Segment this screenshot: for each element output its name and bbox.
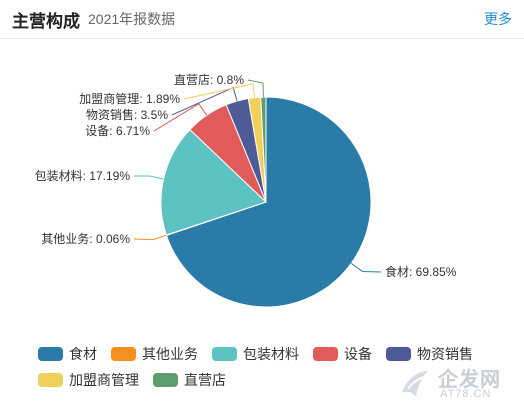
legend-label: 食材 [69,346,97,362]
legend-label: 设备 [344,346,372,362]
legend-swatch [38,373,63,387]
panel-subtitle: 2021年报数据 [88,11,176,27]
watermark: 企发网 AT78.CN [396,363,516,405]
leader-line-2 [134,175,164,180]
watermark-brand: 企发网 [438,369,501,391]
panel-title: 主营构成 [12,12,80,31]
slice-label-4: 物资销售: 3.5% [86,107,168,122]
pie-slice-2[interactable] [160,128,267,236]
legend-label: 直营店 [184,372,226,388]
legend-swatch [38,347,63,361]
legend-swatch [153,373,178,387]
legend-item[interactable]: 加盟商管理 [38,370,139,390]
legend-item[interactable]: 物资销售 [386,344,473,364]
more-link[interactable]: 更多 [484,11,512,27]
pie-chart: 食材: 69.85% 其他业务: 0.06% 包装材料: 17.19% 设备: 6.7… [35,73,457,308]
watermark-domain: AT78.CN [440,388,492,400]
legend-item[interactable]: 其他业务 [111,344,198,364]
slice-label-0: 食材: 69.85% [385,264,457,279]
legend-swatch [313,347,338,361]
legend-swatch [111,347,136,361]
legend-item[interactable]: 包装材料 [212,344,299,364]
slice-label-5: 加盟商管理: 1.89% [79,91,180,106]
pie-slice-6[interactable] [260,96,267,203]
legend-label: 加盟商管理 [69,372,139,388]
panel-header: 主营构成 2021年报数据 更多 [0,0,524,39]
watermark-logo-icon [402,371,428,397]
legend-item[interactable]: 直营店 [153,370,226,390]
legend-label: 包装材料 [243,346,299,362]
chart-legend: 食材 其他业务 包装材料 设备 物资销售 加盟商管理 直营店 [38,343,508,395]
leader-line-3 [153,103,208,132]
legend-swatch [386,347,411,361]
legend-item[interactable]: 食材 [38,344,97,364]
slice-label-2: 包装材料: 17.19% [35,169,131,183]
slice-label-1: 其他业务: 0.06% [41,231,130,246]
slice-label-6: 直营店: 0.8% [174,73,244,87]
slice-label-3: 设备: 6.71% [85,124,150,138]
legend-label: 其他业务 [142,346,198,362]
leader-line-6 [247,79,264,98]
legend-swatch [212,347,237,361]
legend-item[interactable]: 设备 [313,344,372,364]
leader-line-5 [183,83,255,100]
legend-label: 物资销售 [417,346,473,362]
leader-line-0 [350,262,382,273]
leader-line-1 [133,234,167,241]
